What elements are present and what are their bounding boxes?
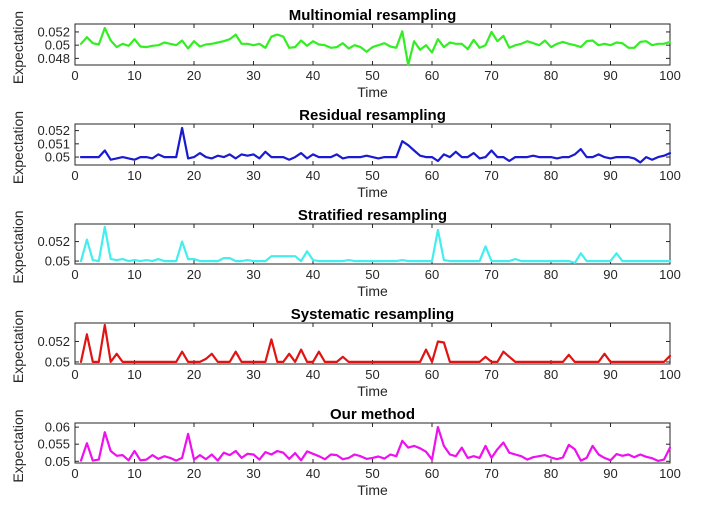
x-tick-label: 60 [425, 466, 439, 481]
chart-title: Multinomial resampling [289, 7, 457, 24]
x-axis-label: Time [357, 383, 388, 399]
x-tick-label: 90 [603, 367, 617, 382]
x-tick-label: 40 [306, 367, 320, 382]
y-tick-label: 0.052 [37, 234, 70, 249]
x-tick-label: 70 [484, 168, 498, 183]
series-line-1 [79, 126, 672, 164]
y-axis-label: Expectation [10, 210, 26, 283]
y-tick-label: 0.05 [45, 150, 70, 165]
plot-area [74, 223, 671, 265]
x-tick-label: 60 [425, 367, 439, 382]
y-tick-label: 0.052 [37, 334, 70, 349]
x-tick-label: 60 [425, 168, 439, 183]
x-axis-label: Time [357, 482, 388, 498]
series-line-1 [79, 225, 672, 265]
x-tick-label: 40 [306, 267, 320, 282]
x-tick-label: 0 [71, 367, 78, 382]
x-tick-label: 40 [306, 68, 320, 83]
x-tick-label: 0 [71, 267, 78, 282]
y-tick-label: 0.048 [37, 51, 70, 66]
x-tick-label: 70 [484, 466, 498, 481]
x-tick-label: 70 [484, 367, 498, 382]
series-line-1 [79, 426, 672, 462]
x-tick-label: 50 [365, 168, 379, 183]
y-tick-label: 0.051 [37, 136, 70, 151]
chart-title: Systematic resampling [291, 306, 454, 323]
y-tick-label: 0.05 [45, 454, 70, 469]
x-tick-label: 20 [187, 68, 201, 83]
x-tick-label: 0 [71, 68, 78, 83]
x-tick-label: 100 [659, 267, 681, 282]
x-tick-label: 10 [127, 267, 141, 282]
x-tick-label: 30 [246, 168, 260, 183]
x-tick-label: 40 [306, 466, 320, 481]
x-tick-label: 70 [484, 267, 498, 282]
x-tick-label: 80 [544, 367, 558, 382]
x-tick-label: 90 [603, 68, 617, 83]
x-tick-label: 50 [365, 267, 379, 282]
chart-title: Our method [330, 406, 415, 423]
x-tick-label: 10 [127, 68, 141, 83]
x-tick-label: 80 [544, 168, 558, 183]
subplot-5: Our method 0 10 20 30 40 50 60 70 80 90 100 0.05 0.05… [10, 406, 681, 498]
x-tick-label: 10 [127, 168, 141, 183]
x-tick-label: 70 [484, 68, 498, 83]
subplot-1: Multinomial resampling 0 10 20 30 40 50 60 70 80 9… [10, 7, 681, 100]
x-tick-label: 80 [544, 267, 558, 282]
x-tick-label: 80 [544, 68, 558, 83]
x-tick-label: 30 [246, 466, 260, 481]
y-axis-label: Expectation [10, 111, 26, 184]
subplot-4: Systematic resampling 0 10 20 30 40 50 60 70 80 90… [10, 306, 681, 399]
y-tick-label: 0.052 [37, 24, 70, 39]
y-tick-label: 0.05 [45, 38, 70, 53]
plot-area [74, 23, 671, 66]
x-tick-label: 60 [425, 267, 439, 282]
y-tick-label: 0.052 [37, 123, 70, 138]
x-tick-label: 50 [365, 68, 379, 83]
subplot-2: Residual resampling 0 10 20 30 40 50 60 70 80 90 10… [10, 107, 681, 200]
plot-area [74, 422, 671, 464]
subplot-3: Stratified resampling 0 10 20 30 40 50 60 70 80 90… [10, 207, 681, 299]
x-tick-label: 30 [246, 68, 260, 83]
y-tick-label: 0.06 [45, 420, 70, 435]
x-tick-label: 20 [187, 267, 201, 282]
chart-title: Stratified resampling [298, 207, 447, 224]
x-tick-label: 20 [187, 168, 201, 183]
chart-title: Residual resampling [299, 107, 446, 124]
y-tick-label: 0.05 [45, 354, 70, 369]
x-tick-label: 10 [127, 367, 141, 382]
x-tick-label: 50 [365, 367, 379, 382]
x-tick-label: 10 [127, 466, 141, 481]
y-axis-label: Expectation [10, 409, 26, 482]
plot-area [74, 123, 671, 166]
x-tick-label: 0 [71, 466, 78, 481]
x-tick-label: 40 [306, 168, 320, 183]
x-tick-label: 90 [603, 168, 617, 183]
x-tick-label: 30 [246, 267, 260, 282]
x-tick-label: 20 [187, 466, 201, 481]
y-tick-label: 0.05 [45, 254, 70, 269]
x-tick-label: 100 [659, 168, 681, 183]
x-tick-label: 100 [659, 367, 681, 382]
plot-area [74, 322, 671, 365]
x-tick-label: 60 [425, 68, 439, 83]
x-tick-label: 80 [544, 466, 558, 481]
series-line-1 [79, 26, 672, 67]
y-axis-label: Expectation [10, 11, 26, 84]
x-tick-label: 50 [365, 466, 379, 481]
x-tick-label: 90 [603, 267, 617, 282]
x-axis-label: Time [357, 283, 388, 299]
x-tick-label: 100 [659, 466, 681, 481]
series-line-1 [79, 323, 672, 363]
y-tick-label: 0.055 [37, 437, 70, 452]
x-tick-label: 30 [246, 367, 260, 382]
x-tick-label: 90 [603, 466, 617, 481]
x-axis-label: Time [357, 84, 388, 100]
x-tick-label: 20 [187, 367, 201, 382]
x-tick-label: 100 [659, 68, 681, 83]
x-axis-label: Time [357, 184, 388, 200]
x-tick-label: 0 [71, 168, 78, 183]
y-axis-label: Expectation [10, 310, 26, 383]
